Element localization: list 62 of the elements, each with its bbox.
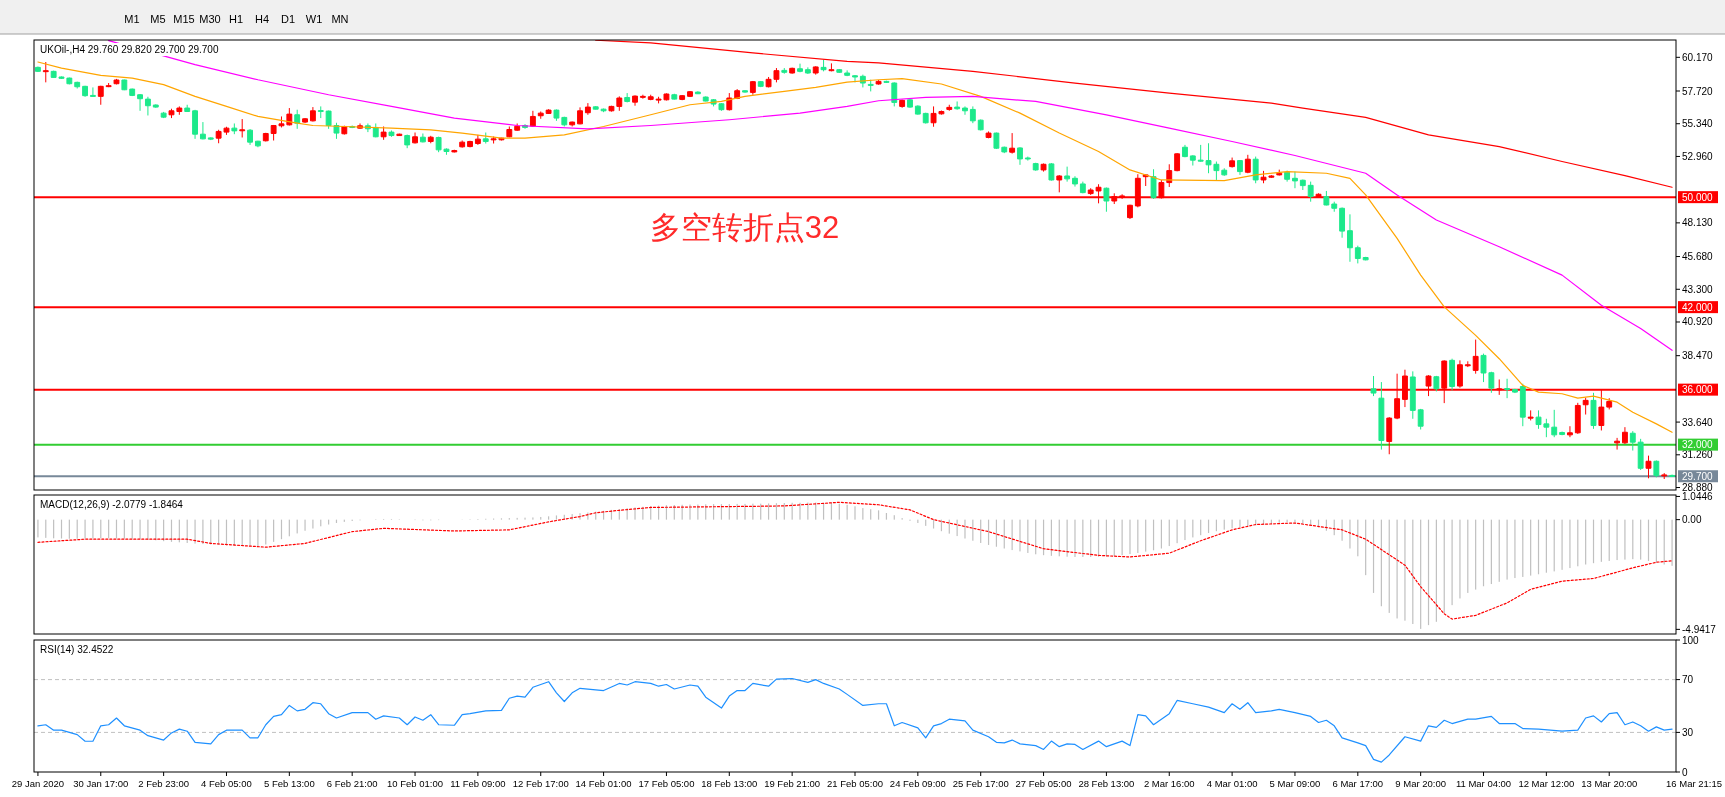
y-tick-label: 52.960	[1682, 150, 1714, 162]
ref-line-label: 32.000	[1682, 439, 1714, 451]
x-tick-label: 6 Feb 21:00	[326, 778, 378, 789]
annotation: 多空转折点32	[649, 210, 840, 245]
text: 16 Mar 21:15	[1666, 778, 1722, 789]
y-tick-label: 100	[1682, 634, 1700, 646]
y-tick-label: 43.300	[1682, 283, 1714, 295]
x-tick-label: 21 Feb 05:00	[827, 778, 883, 789]
chart-title: RSI(14) 32.4522	[40, 644, 114, 655]
y-tick-label: 30	[1682, 726, 1694, 738]
x-tick-label: 30 Jan 17:00	[73, 778, 129, 789]
x-tick-label: 5 Feb 13:00	[263, 778, 315, 789]
chart-title: MACD(12,26,9) -2.0779 -1.8464	[40, 499, 184, 510]
x-tick-label: 11 Mar 04:00	[1455, 778, 1512, 789]
x-tick-label: 18 Feb 13:00	[701, 778, 758, 789]
x-tick-label: 19 Feb 21:00	[764, 778, 821, 789]
x-tick-label: 27 Feb 05:00	[1015, 778, 1072, 789]
x-tick-label: 2 Mar 16:00	[1143, 778, 1195, 789]
text: M15	[173, 13, 195, 25]
x-tick-label: 11 Feb 09:00	[450, 778, 506, 789]
text: W1	[305, 13, 323, 25]
x-tick-label: 24 Feb 09:00	[889, 778, 946, 789]
y-tick-label: 33.640	[1682, 416, 1714, 428]
y-tick-label: -4.9417	[1682, 623, 1717, 635]
y-tick-label: 48.130	[1682, 217, 1714, 229]
ref-line-label: 36.000	[1682, 384, 1714, 396]
y-tick-label: 0.00	[1682, 514, 1702, 526]
x-tick-label: 2 Feb 23:00	[138, 778, 189, 789]
x-tick-label: 17 Feb 05:00	[638, 778, 695, 789]
x-tick-label: 4 Feb 05:00	[201, 778, 252, 789]
x-tick-label: 28 Feb 13:00	[1078, 778, 1135, 789]
y-tick-label: 38.470	[1682, 350, 1714, 362]
text: M5	[150, 13, 166, 25]
text: M1	[124, 13, 140, 25]
y-tick-label: 55.340	[1682, 118, 1714, 130]
text: D1	[280, 13, 296, 25]
x-tick-label: 4 Mar 01:00	[1206, 778, 1258, 789]
y-tick-label: 70	[1682, 674, 1694, 686]
y-tick-label: 40.920	[1682, 316, 1714, 328]
y-tick-label: 45.680	[1682, 251, 1714, 263]
ref-line-label: 42.000	[1682, 301, 1714, 313]
ref-line-label: 29.700	[1682, 470, 1714, 482]
text: MN	[331, 13, 349, 25]
x-tick-label: 12 Feb 17:00	[512, 778, 569, 789]
text: H1	[228, 13, 244, 25]
x-tick-label: 14 Feb 01:00	[575, 778, 632, 789]
x-tick-label: 12 Mar 12:00	[1518, 778, 1575, 789]
x-tick-label: 5 Mar 09:00	[1269, 778, 1321, 789]
x-tick-label: 13 Mar 20:00	[1581, 778, 1638, 789]
x-tick-label: 9 Mar 20:00	[1395, 778, 1447, 789]
y-tick-label: 31.260	[1682, 449, 1714, 461]
text: M30	[199, 13, 221, 25]
x-tick-label: 25 Feb 17:00	[952, 778, 1009, 789]
x-tick-label: 6 Mar 17:00	[1332, 778, 1384, 789]
x-tick-label: 10 Feb 01:00	[387, 778, 444, 789]
chart-title: UKOil-,H4 29.760 29.820 29.700 29.700	[40, 44, 219, 55]
y-tick-label: 57.720	[1682, 85, 1714, 97]
y-tick-label: 0	[1682, 766, 1688, 778]
text: H4	[254, 13, 270, 25]
ref-line-label: 50.000	[1682, 191, 1714, 203]
x-tick-label: 29 Jan 2020	[11, 778, 65, 789]
y-tick-label: 60.170	[1682, 51, 1714, 63]
